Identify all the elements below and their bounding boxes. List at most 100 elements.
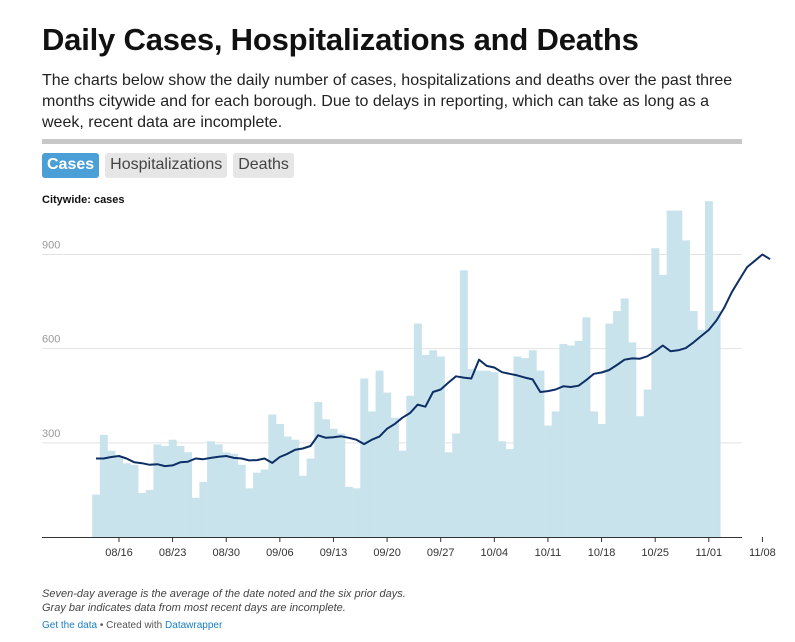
case-bar bbox=[467, 369, 476, 537]
case-bar bbox=[513, 356, 522, 537]
case-bar bbox=[597, 424, 606, 537]
get-the-data-link[interactable]: Get the data bbox=[42, 620, 98, 631]
case-bar bbox=[498, 441, 507, 537]
credit-line: Get the data • Created with Datawrapper bbox=[42, 620, 222, 631]
case-bar bbox=[659, 274, 667, 537]
case-bar bbox=[145, 489, 154, 537]
case-bar bbox=[620, 298, 629, 537]
case-bar bbox=[559, 343, 568, 537]
x-tick-label: 09/13 bbox=[320, 547, 348, 559]
case-bar bbox=[268, 414, 277, 537]
x-tick-label: 10/25 bbox=[641, 547, 669, 559]
case-bar bbox=[590, 411, 599, 537]
case-bar bbox=[375, 370, 384, 537]
case-bar bbox=[613, 311, 622, 537]
case-bar bbox=[628, 342, 637, 537]
chart-tabs: Cases Hospitalizations Deaths bbox=[42, 153, 294, 178]
page-title: Daily Cases, Hospitalizations and Deaths bbox=[42, 22, 639, 57]
case-bar bbox=[161, 445, 170, 537]
case-bar bbox=[674, 210, 683, 537]
case-bar bbox=[551, 411, 560, 537]
y-tick-label: 300 bbox=[42, 428, 60, 440]
seven-day-average-line bbox=[96, 253, 771, 468]
case-bar bbox=[444, 452, 453, 537]
case-bar bbox=[436, 356, 445, 537]
credit-separator: • Created with bbox=[97, 620, 166, 631]
x-tick-label: 08/23 bbox=[159, 547, 187, 559]
case-bar bbox=[138, 493, 147, 537]
tab-deaths[interactable]: Deaths bbox=[233, 153, 294, 178]
case-bar bbox=[582, 317, 591, 537]
x-tick-label: 11/08 bbox=[749, 547, 776, 559]
tab-hospitalizations[interactable]: Hospitalizations bbox=[105, 153, 228, 178]
case-bar bbox=[321, 419, 330, 537]
case-bar bbox=[421, 354, 430, 537]
case-bar bbox=[245, 488, 254, 537]
case-bar bbox=[490, 372, 499, 537]
case-bar bbox=[390, 417, 399, 537]
case-bar bbox=[643, 389, 652, 537]
case-bar bbox=[291, 439, 300, 537]
cases-chart: 300 600 900 08/16 08/23 08/30 09/06 09/13 09/20 0… bbox=[42, 201, 776, 559]
x-tick-label: 09/27 bbox=[427, 547, 455, 559]
case-bar bbox=[191, 497, 200, 537]
y-tick-label: 600 bbox=[42, 334, 60, 346]
x-tick-label: 10/18 bbox=[588, 547, 616, 559]
case-bar bbox=[605, 323, 614, 537]
case-bar bbox=[276, 424, 284, 537]
case-bar bbox=[99, 434, 108, 537]
case-bar bbox=[482, 370, 491, 537]
case-bar bbox=[697, 329, 706, 537]
case-bar bbox=[298, 475, 307, 537]
case-bar bbox=[459, 270, 468, 537]
case-bar bbox=[329, 428, 338, 537]
case-bar bbox=[344, 486, 353, 537]
x-tick-label: 11/01 bbox=[695, 547, 722, 559]
case-bar bbox=[253, 472, 261, 537]
case-bar bbox=[115, 456, 124, 537]
case-bar bbox=[475, 370, 484, 537]
case-bar bbox=[360, 378, 369, 537]
case-bar bbox=[413, 323, 422, 537]
x-tick-label: 08/16 bbox=[105, 547, 133, 559]
y-tick-label: 900 bbox=[42, 240, 60, 252]
case-bar bbox=[184, 452, 193, 537]
case-bar bbox=[681, 240, 690, 537]
chart-subtitle: Citywide: cases bbox=[42, 194, 125, 206]
case-bar bbox=[122, 463, 131, 537]
case-bar bbox=[574, 340, 583, 537]
case-bar bbox=[92, 494, 101, 537]
case-bar bbox=[528, 350, 537, 537]
case-bar bbox=[306, 458, 315, 537]
chart-description: The charts below show the daily number o… bbox=[42, 72, 733, 131]
footnote-average: Seven-day average is the average of the … bbox=[42, 588, 406, 600]
case-bar bbox=[689, 311, 698, 537]
case-bar bbox=[406, 395, 415, 537]
footnote: Seven-day average is the average of the … bbox=[42, 587, 406, 615]
case-bar bbox=[214, 444, 223, 537]
case-bar bbox=[207, 441, 216, 537]
case-bar bbox=[383, 392, 392, 537]
case-bar bbox=[398, 450, 407, 537]
case-bar bbox=[153, 444, 162, 537]
case-bar bbox=[712, 311, 721, 537]
case-bar bbox=[521, 358, 530, 537]
case-bar bbox=[505, 449, 514, 537]
tab-cases[interactable]: Cases bbox=[42, 153, 100, 178]
case-bar bbox=[107, 450, 116, 537]
datawrapper-link[interactable]: Datawrapper bbox=[165, 620, 223, 631]
case-bar bbox=[237, 464, 246, 537]
case-bar bbox=[704, 201, 713, 537]
case-bar bbox=[199, 482, 208, 537]
case-bar bbox=[337, 433, 346, 537]
case-bar bbox=[283, 436, 292, 537]
case-bar bbox=[168, 439, 177, 537]
case-bar bbox=[260, 469, 269, 537]
case-bar bbox=[636, 416, 644, 537]
case-bar bbox=[130, 464, 139, 537]
case-bar bbox=[452, 433, 461, 537]
case-bar bbox=[666, 210, 675, 537]
x-tick-label: 08/30 bbox=[212, 547, 240, 559]
case-bar bbox=[222, 452, 231, 537]
case-bar bbox=[567, 345, 576, 537]
